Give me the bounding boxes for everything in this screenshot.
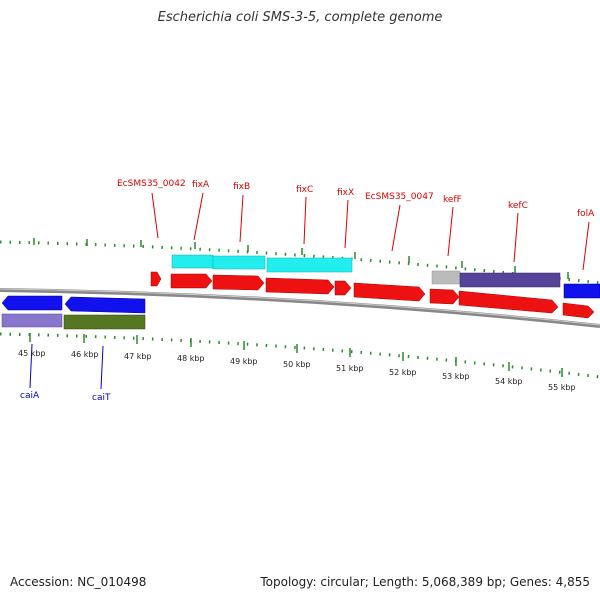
cds-kefC	[458, 290, 559, 314]
feature-purple	[459, 272, 561, 288]
feature-cyan-2	[212, 255, 266, 270]
feature-olive	[63, 314, 146, 330]
forward-gene-label-leaders	[151, 192, 590, 271]
cds-kefF	[429, 288, 460, 305]
gene-label-reverse: caiA	[20, 391, 40, 401]
cds-EcSMS35_0042	[150, 271, 162, 287]
gene-label-forward: fixA	[192, 180, 210, 190]
outer-major-ticks	[33, 238, 569, 279]
map-title: Escherichia coli SMS-3-5, complete genom…	[157, 10, 443, 25]
kbp-label: 51 kbp	[336, 364, 364, 373]
gene-label-reverse: caiT	[92, 393, 111, 403]
kbp-label: 48 kbp	[177, 354, 205, 363]
reverse-gene-labels: caiA caiT	[20, 391, 111, 403]
cds-fixB	[212, 274, 265, 291]
reverse-gene-label-leaders	[29, 343, 104, 390]
gene-label-forward: fixB	[233, 182, 250, 192]
forward-cds-arrows	[150, 271, 595, 319]
kbp-label: 46 kbp	[71, 350, 99, 359]
kbp-label: 53 kbp	[442, 372, 470, 381]
gene-label-forward: folA	[577, 209, 595, 219]
kbp-label: 50 kbp	[283, 360, 311, 369]
kbp-label: 47 kbp	[124, 352, 152, 361]
accession-text: Accession: NC_010498	[10, 575, 147, 589]
gene-label-forward: fixX	[337, 188, 354, 198]
feature-blue-folA	[563, 283, 600, 299]
cds-fixA	[170, 273, 213, 289]
cds-fixX	[334, 280, 352, 296]
forward-gene-labels: EcSMS35_0042 fixA fixB fixC fixX EcSMS35…	[117, 179, 595, 219]
genome-stats-text: Topology: circular; Length: 5,068,389 bp…	[260, 575, 590, 589]
forward-rna-features	[171, 254, 600, 299]
kbp-label: 52 kbp	[389, 368, 417, 377]
reverse-cds-arrows	[1, 295, 146, 314]
kbp-scale: 45 kbp 46 kbp 47 kbp 48 kbp 49 kbp 50 kb…	[18, 349, 576, 392]
gene-label-forward: fixC	[296, 185, 313, 195]
kbp-label: 55 kbp	[548, 383, 576, 392]
cds-caiA	[1, 295, 63, 311]
cds-fixC	[265, 277, 335, 295]
cds-caiT	[64, 296, 146, 314]
inner-major-ticks	[29, 333, 563, 377]
kbp-label: 54 kbp	[495, 377, 523, 386]
cds-EcSMS35_0047	[353, 282, 426, 302]
feature-cyan-3	[266, 257, 353, 273]
kbp-label: 49 kbp	[230, 357, 258, 366]
gene-label-forward: kefF	[443, 195, 462, 205]
feature-gray	[431, 270, 461, 285]
gene-label-forward: EcSMS35_0042	[117, 179, 186, 189]
genome-backbone	[0, 288, 600, 328]
gene-label-forward: EcSMS35_0047	[365, 192, 434, 202]
feature-cyan-1	[171, 254, 214, 269]
gene-label-forward: kefC	[508, 201, 528, 211]
feature-lavender	[1, 313, 63, 328]
cds-folA-red	[562, 302, 595, 319]
